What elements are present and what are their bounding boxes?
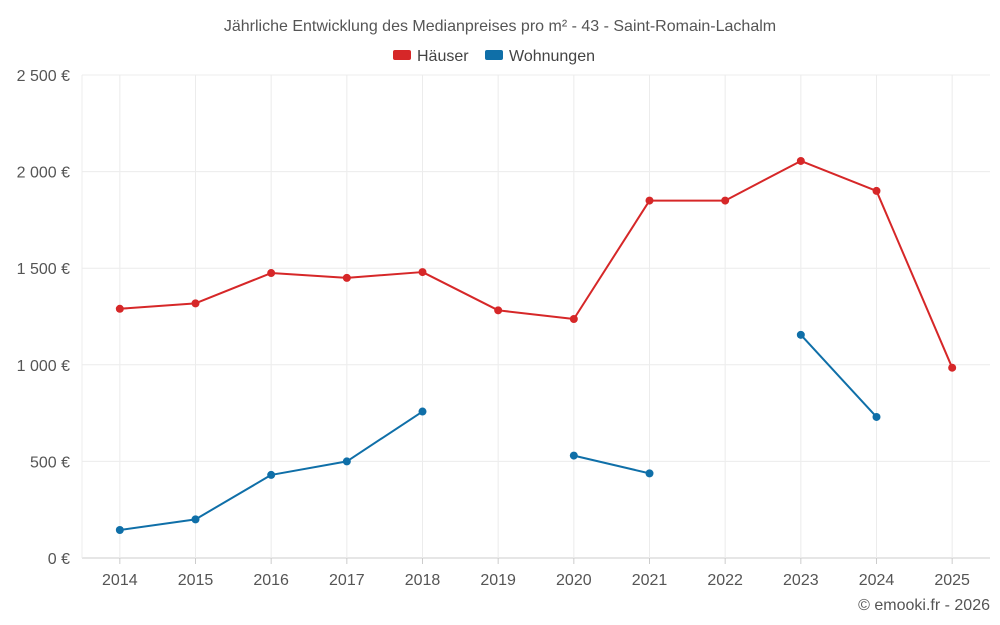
x-axis: 2014 2015 2016 2017 2018 2019 2020 2021 2022 2023… [102,558,970,589]
data-point[interactable] [569,315,578,324]
data-point[interactable] [872,186,881,195]
series-line [573,454,650,475]
legend-label: Wohnungen [509,48,595,65]
data-point[interactable] [191,515,200,524]
data-point[interactable] [418,268,427,277]
x-tick-label: 2021 [632,572,668,589]
legend-swatch [485,50,503,60]
legend-swatch [393,50,411,60]
series-hauser [115,156,957,372]
x-tick-label: 2020 [556,572,592,589]
x-tick-label: 2014 [102,572,138,589]
y-tick-label: 2 500 € [17,68,70,85]
data-point[interactable] [721,196,730,205]
series-wohnungen [115,330,881,534]
data-point[interactable] [115,304,124,313]
data-point[interactable] [342,457,351,466]
x-tick-label: 2024 [859,572,895,589]
data-point[interactable] [418,407,427,416]
data-point[interactable] [267,269,276,278]
x-tick-label: 2019 [480,572,516,589]
y-tick-label: 2 000 € [17,165,70,182]
series-group [115,156,957,534]
data-point[interactable] [645,196,654,205]
grid [81,74,990,559]
credit-text: © emooki.fr - 2026 [858,597,990,614]
series-line [119,159,954,369]
series-line [800,334,878,418]
data-point[interactable] [796,156,805,165]
x-tick-label: 2025 [934,572,970,589]
data-point[interactable] [872,412,881,421]
legend: Häuser Wohnungen [393,48,595,65]
x-tick-label: 2016 [253,572,289,589]
data-point[interactable] [342,273,351,282]
legend-label: Häuser [417,48,469,65]
x-tick-label: 2018 [405,572,441,589]
data-point[interactable] [796,330,805,339]
data-point[interactable] [267,470,276,479]
y-axis: 0 € 500 € 1 000 € 1 500 € 2 000 € 2 500 € [17,68,70,568]
data-point[interactable] [494,306,503,315]
y-tick-label: 500 € [30,454,70,471]
legend-item-wohnungen[interactable]: Wohnungen [485,48,595,65]
y-tick-label: 1 500 € [17,261,70,278]
y-tick-label: 1 000 € [17,358,70,375]
x-tick-label: 2015 [178,572,214,589]
chart-title: Jährliche Entwicklung des Medianpreises … [224,18,776,35]
y-tick-label: 0 € [48,551,70,568]
data-point[interactable] [948,363,957,372]
data-point[interactable] [191,299,200,308]
x-tick-label: 2023 [783,572,819,589]
x-tick-label: 2017 [329,572,365,589]
data-point[interactable] [645,469,654,478]
data-point[interactable] [569,451,578,460]
legend-item-hauser[interactable]: Häuser [393,48,469,65]
data-point[interactable] [115,525,124,534]
x-tick-label: 2022 [707,572,743,589]
